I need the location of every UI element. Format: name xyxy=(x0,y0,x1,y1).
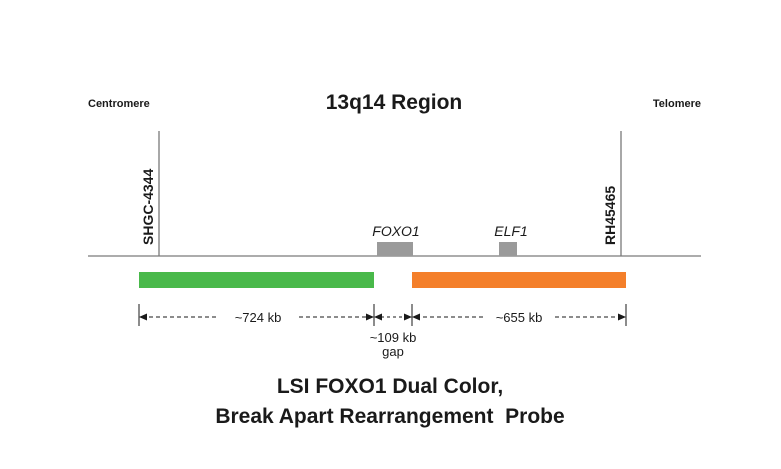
probe-bar-green xyxy=(139,272,374,288)
marker-label-right: RH45465 xyxy=(602,186,618,245)
gene-label-foxo1: FOXO1 xyxy=(372,223,419,239)
marker-label-left: SHGC-4344 xyxy=(140,169,156,245)
gene-box-elf1 xyxy=(499,242,517,256)
region-title: 13q14 Region xyxy=(326,91,463,114)
probe-size-label-green: ~724 kb xyxy=(235,310,282,325)
gene-box-foxo1 xyxy=(377,242,413,256)
telomere-label: Telomere xyxy=(653,98,701,110)
caption-line-1: LSI FOXO1 Dual Color, xyxy=(277,375,503,398)
caption-line-2: Break Apart Rearrangement Probe xyxy=(215,405,564,428)
probe-size-label-orange: ~655 kb xyxy=(496,310,543,325)
gene-label-elf1: ELF1 xyxy=(494,223,527,239)
centromere-label: Centromere xyxy=(88,98,150,110)
gap-sub-label: gap xyxy=(382,344,404,359)
gap-size-label: ~109 kb xyxy=(370,330,417,345)
probe-bar-orange xyxy=(412,272,626,288)
